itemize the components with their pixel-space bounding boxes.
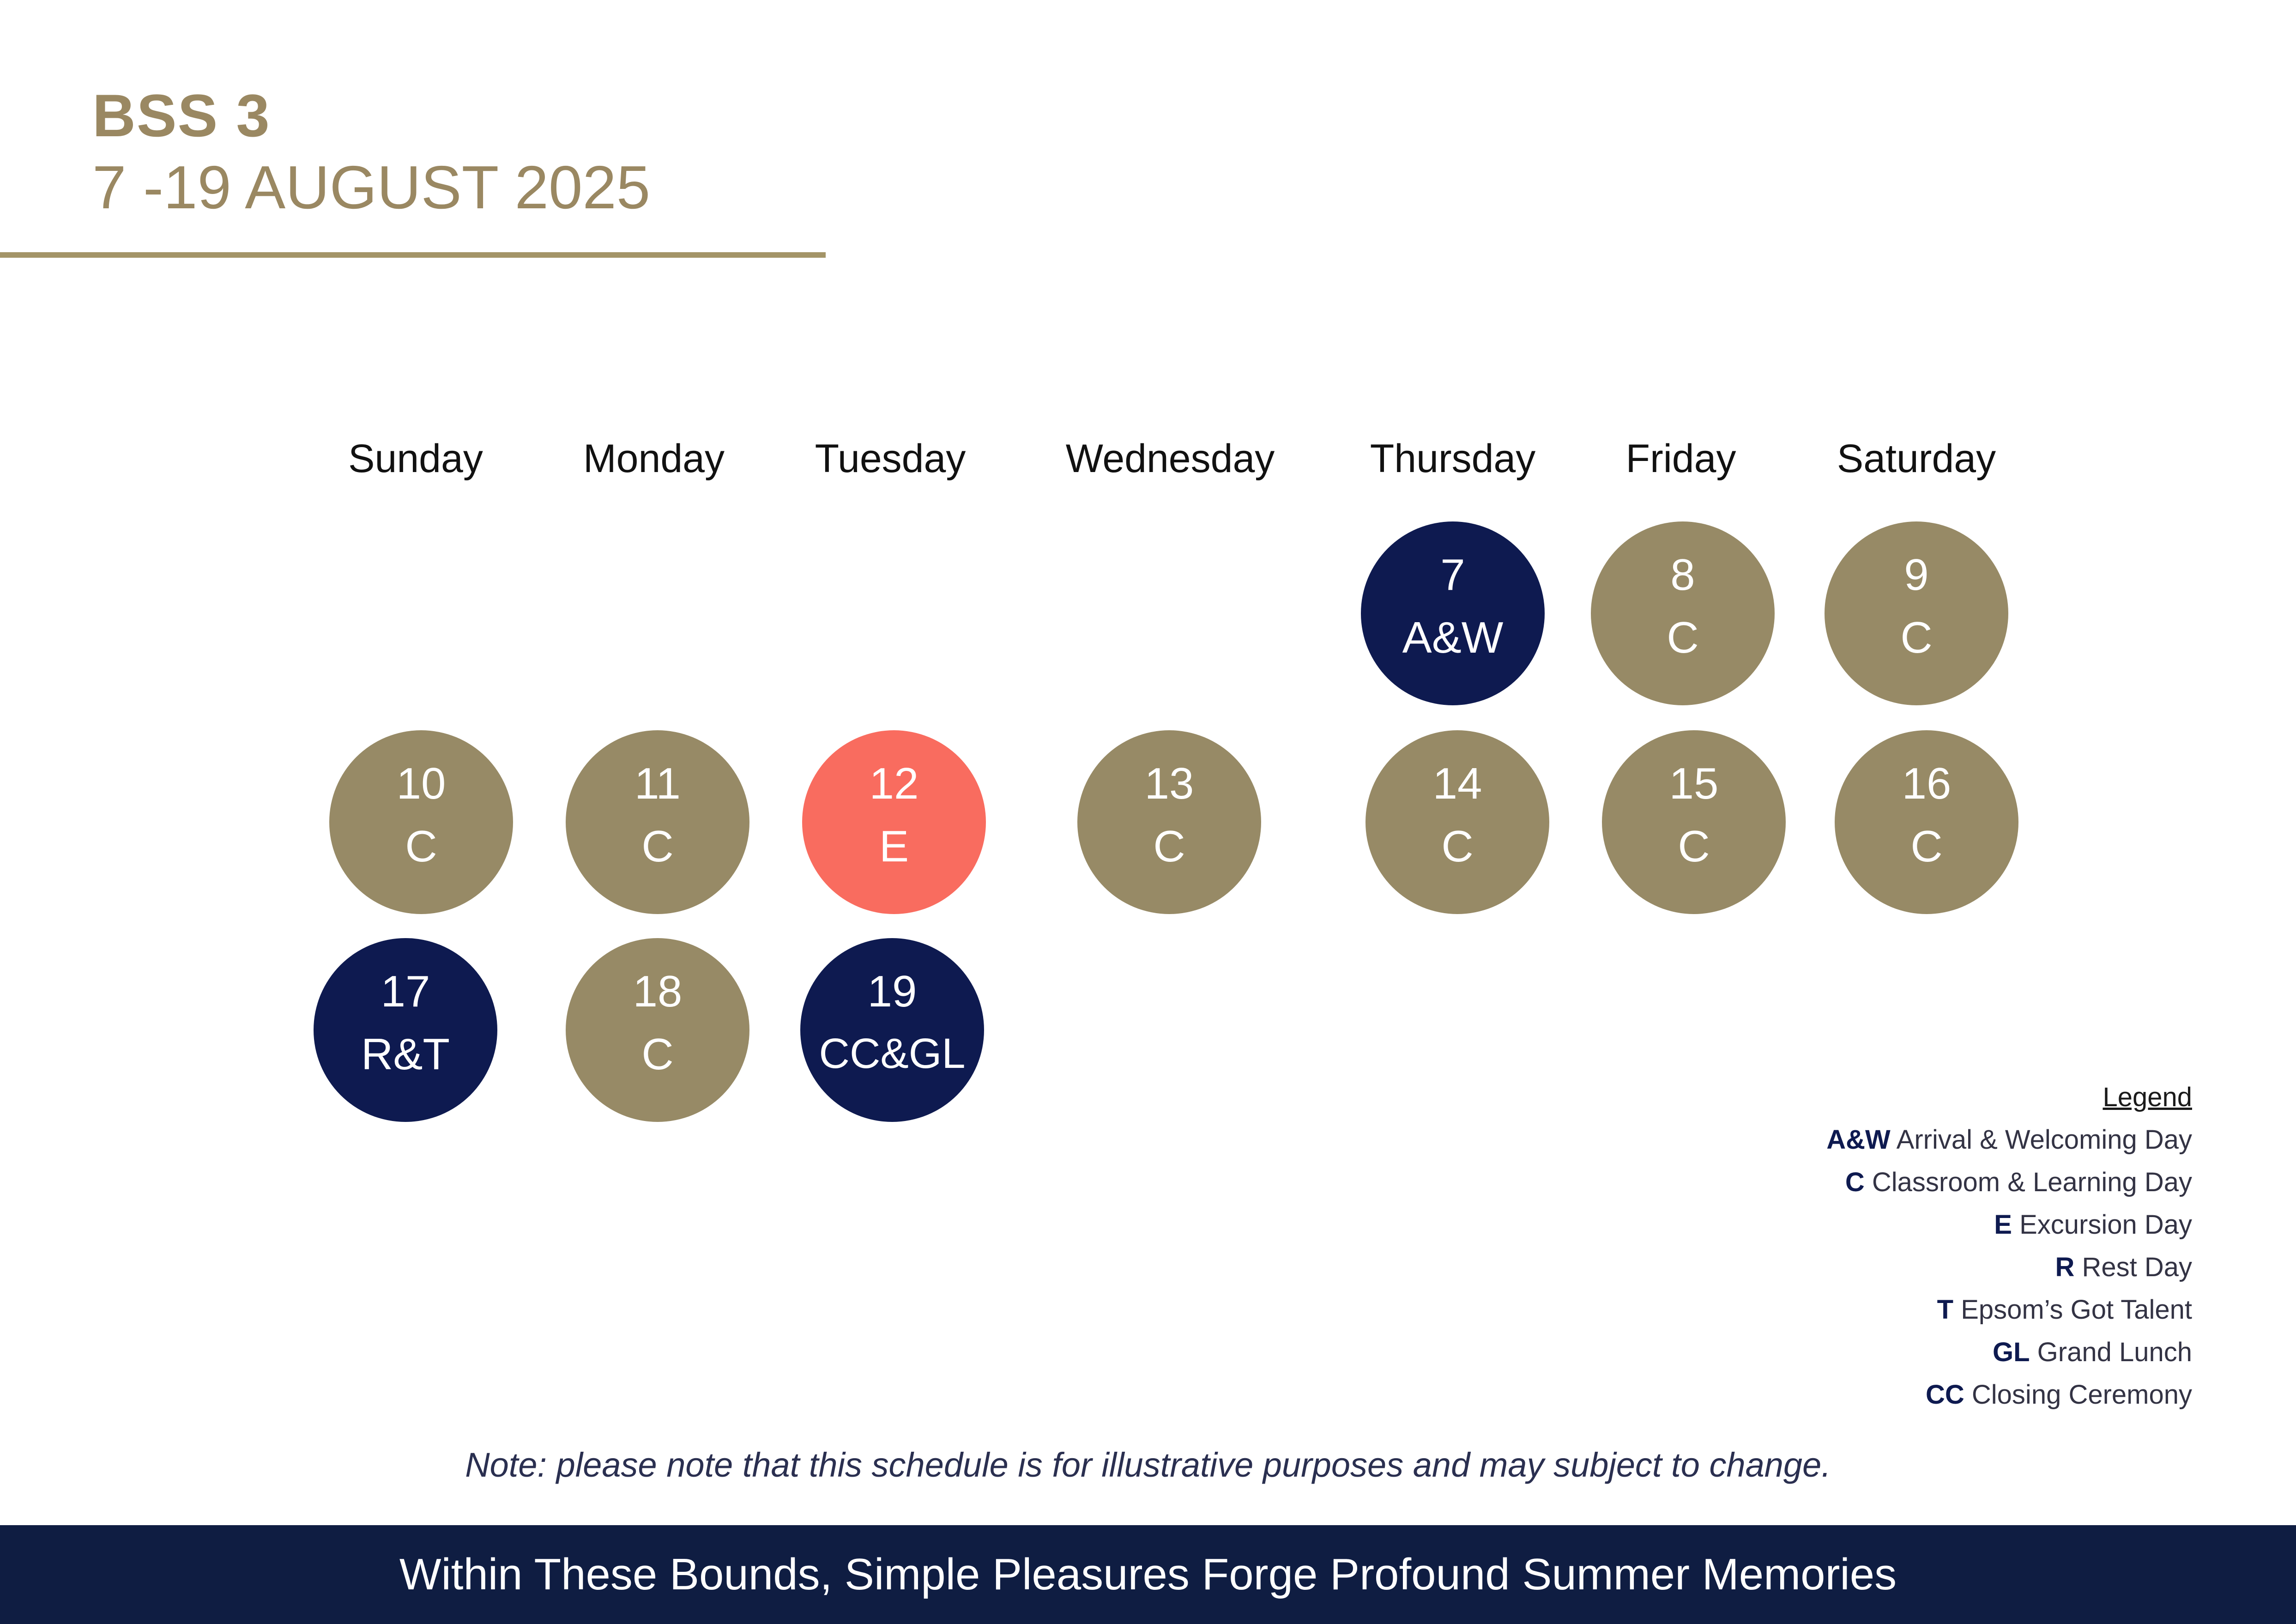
legend-label: Excursion Day (2019, 1210, 2192, 1240)
weekday-wednesday: Wednesday (1065, 436, 1275, 481)
day-number: 8 (1670, 550, 1695, 600)
day-number: 10 (396, 759, 446, 808)
title-divider (0, 252, 826, 258)
disclaimer-note: Note: please note that this schedule is … (465, 1446, 1831, 1484)
day-code: CC&GL (819, 1030, 966, 1077)
legend-code: T (1937, 1295, 1954, 1325)
legend-code: R (2055, 1252, 2075, 1282)
day-code: C (1153, 822, 1185, 871)
legend-item: C Classroom & Learning Day (1826, 1161, 2192, 1204)
day-code: C (641, 1030, 674, 1079)
legend-label: Grand Lunch (2037, 1337, 2192, 1367)
day-code: A&W (1402, 613, 1504, 662)
day-circle: 17 R&T (314, 938, 497, 1122)
weekday-friday: Friday (1625, 436, 1736, 481)
schedule-title: BSS 3 (92, 82, 271, 149)
legend-item: A&W Arrival & Welcoming Day (1826, 1119, 2192, 1161)
day-circle: 14 C (1366, 730, 1549, 914)
day-code: E (879, 822, 909, 871)
weekday-saturday: Saturday (1837, 436, 1996, 481)
day-circle: 7 A&W (1361, 521, 1545, 705)
day-circle: 9 C (1825, 521, 2008, 705)
day-circle: 12 E (802, 730, 986, 914)
legend-item: R Rest Day (1826, 1246, 2192, 1289)
day-number: 12 (869, 759, 919, 808)
legend-code: A&W (1826, 1125, 1891, 1155)
day-number: 19 (867, 967, 917, 1016)
day-number: 15 (1669, 759, 1719, 808)
legend-code: C (1845, 1167, 1865, 1197)
day-circle: 15 C (1602, 730, 1786, 914)
day-number: 9 (1904, 550, 1929, 600)
legend-item: E Excursion Day (1826, 1204, 2192, 1246)
day-code: C (1678, 822, 1710, 871)
legend-item: T Epsom’s Got Talent (1826, 1289, 2192, 1331)
day-number: 13 (1144, 759, 1194, 808)
day-circle: 13 C (1077, 730, 1261, 914)
day-number: 7 (1440, 550, 1465, 600)
legend-code: GL (1992, 1337, 2030, 1367)
legend-title: Legend (2103, 1082, 2192, 1112)
day-code: C (1667, 613, 1699, 662)
weekday-tuesday: Tuesday (815, 436, 966, 481)
legend-item: CC Closing Ceremony (1826, 1374, 2192, 1416)
day-code: C (405, 822, 437, 871)
legend: Legend A&W Arrival & Welcoming Day C Cla… (1826, 1076, 2192, 1416)
weekday-thursday: Thursday (1370, 436, 1536, 481)
day-code: C (1910, 822, 1943, 871)
footer-tagline: Within These Bounds, Simple Pleasures Fo… (399, 1550, 1897, 1599)
day-code: R&T (361, 1030, 450, 1079)
day-circle: 19 CC&GL (800, 938, 984, 1122)
weekday-sunday: Sunday (348, 436, 483, 481)
legend-label: Arrival & Welcoming Day (1896, 1125, 2192, 1155)
day-number: 17 (381, 967, 430, 1016)
day-circle: 16 C (1835, 730, 2018, 914)
legend-code: CC (1926, 1380, 1964, 1410)
legend-label: Epsom’s Got Talent (1961, 1295, 2192, 1325)
day-circle: 18 C (566, 938, 749, 1122)
day-number: 16 (1902, 759, 1952, 808)
day-code: C (1900, 613, 1933, 662)
legend-item: GL Grand Lunch (1826, 1331, 2192, 1374)
day-number: 14 (1432, 759, 1482, 808)
day-code: C (641, 822, 674, 871)
day-number: 18 (633, 967, 683, 1016)
schedule-dates: 7 -19 AUGUST 2025 (92, 153, 651, 221)
day-circle: 11 C (566, 730, 749, 914)
weekday-monday: Monday (583, 436, 725, 481)
day-code: C (1441, 822, 1474, 871)
legend-label: Rest Day (2082, 1252, 2192, 1282)
day-circle: 8 C (1591, 521, 1775, 705)
legend-label: Classroom & Learning Day (1872, 1167, 2192, 1197)
legend-label: Closing Ceremony (1971, 1380, 2192, 1410)
day-circle: 10 C (329, 730, 513, 914)
footer-banner: Within These Bounds, Simple Pleasures Fo… (0, 1525, 2296, 1624)
legend-code: E (1994, 1210, 2012, 1240)
day-number: 11 (634, 759, 681, 808)
